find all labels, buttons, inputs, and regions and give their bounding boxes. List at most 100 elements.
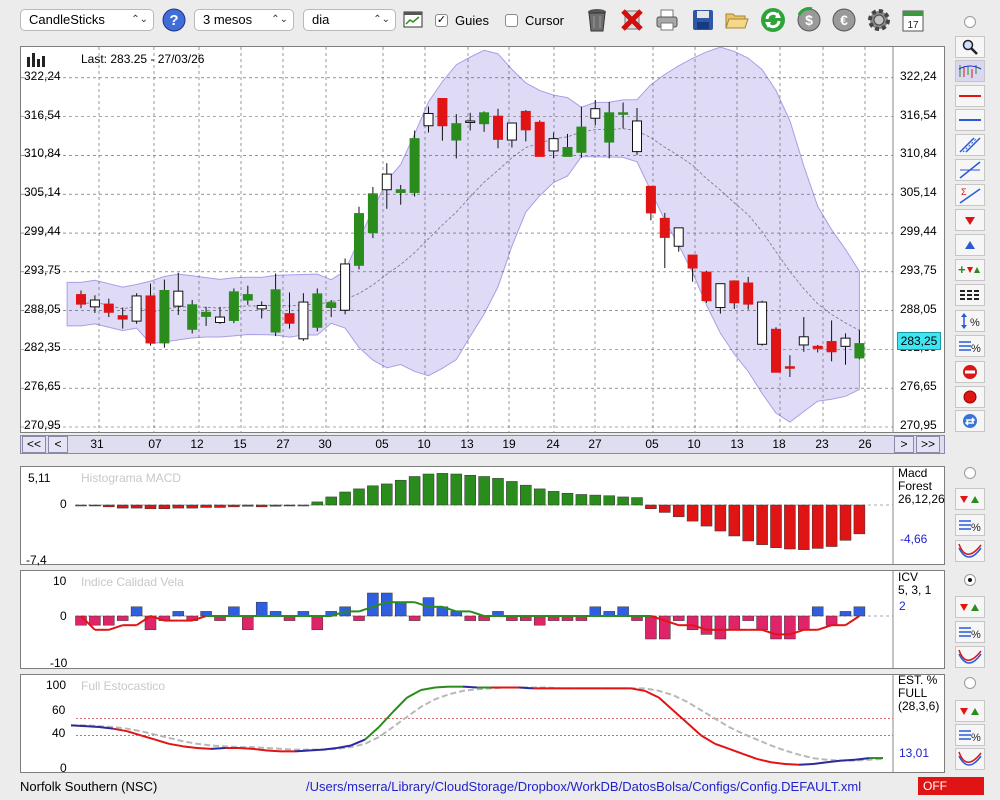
svg-text:€: € [840,12,848,28]
arrow-up-blue-icon [965,241,975,249]
horizontal-line-red-icon [959,95,981,97]
panel-radio-main[interactable] [964,16,976,28]
icv-panel[interactable]: Indice Calidad Vela [20,570,945,669]
candle-body [840,337,851,347]
window-chart-icon [403,11,423,28]
candlestick [840,333,851,365]
candlestick [757,300,768,346]
candle-body [326,302,337,309]
candlestick [854,329,865,360]
price-ytick-right: 293,75 [900,262,937,277]
chevron-updown-icon: ⌃⌄ [131,14,148,25]
candlestick [798,317,809,352]
icv-signal-segment [650,615,666,622]
add-signal-button[interactable]: + [955,259,985,281]
candle-body [89,299,100,308]
icv-signals-button[interactable] [955,596,985,618]
stoch-curve-button[interactable] [955,748,985,770]
macd-signals-button[interactable] [955,488,985,510]
guides-checkbox[interactable]: ✓ [435,14,448,27]
stop-button[interactable] [955,361,985,383]
candle-body [854,343,865,359]
range-percent-button[interactable]: % [955,310,985,332]
candlestick [270,273,281,337]
print-button[interactable] [654,6,680,34]
bollinger-button[interactable] [955,60,985,82]
euro-button[interactable]: € [831,6,857,34]
period-select[interactable]: 3 mesos ⌃⌄ [194,9,294,31]
icv-percent-button[interactable]: % [955,621,985,643]
icv-ytick-zero: 0 [60,609,67,623]
icv-value: 2 [899,599,906,613]
macd-bar [200,504,212,508]
nav-prev-button[interactable]: < [48,436,68,453]
open-folder-button[interactable] [724,6,750,34]
candle-body [687,254,698,269]
macd-bar [589,494,602,506]
trendline-button[interactable] [955,159,985,181]
arrow-up-button[interactable] [955,234,985,256]
candlestick [409,130,420,197]
lines-button[interactable] [955,284,985,306]
stoch-k-segment [812,761,828,765]
trash-button[interactable] [584,6,610,34]
macd-panel[interactable]: Histograma MACD [20,466,945,565]
window-button[interactable] [400,6,426,34]
status-off-badge[interactable]: OFF [918,777,984,795]
panel-radio-macd[interactable] [964,467,976,479]
chart-type-select[interactable]: CandleSticks ⌃⌄ [20,9,154,31]
sync-dollar-button[interactable]: $ [796,6,822,34]
cursor-label: Cursor [525,13,565,28]
time-navigator[interactable] [20,435,945,454]
sigma-line-icon: Σ [959,187,981,204]
macd-bar [464,474,476,506]
macd-bar [353,488,365,506]
icv-signal-segment [358,605,374,613]
horizontal-line-blue-button[interactable] [955,109,985,131]
macd-curve-button[interactable] [955,540,985,562]
delete-button[interactable] [619,6,645,34]
stoch-panel[interactable]: Full Estocastico [20,674,945,773]
record-button[interactable] [955,386,985,408]
interval-select[interactable]: dia ⌃⌄ [303,9,396,31]
candle-body [159,289,170,344]
macd-bar [130,504,143,509]
svg-text:%: % [971,522,981,533]
panel-radio-icv[interactable] [964,574,976,586]
save-button[interactable] [690,6,716,34]
horizontal-line-red-button[interactable] [955,85,985,107]
macd-percent-button[interactable]: % [955,514,985,536]
help-button[interactable]: ? [161,6,187,34]
stoch-signals-button[interactable] [955,700,985,722]
channel-button[interactable] [955,134,985,156]
stoch-percent-button[interactable]: % [955,724,985,746]
lines-percent-button[interactable]: % [955,335,985,357]
macd-bar [798,504,810,550]
svg-text:+: + [958,263,966,277]
price-panel[interactable]: Last: 283.25 - 27/03/26 [20,46,945,433]
panel-radio-stoch[interactable] [964,677,976,689]
candlestick [673,227,684,252]
swap-button[interactable] [955,410,985,432]
candle-body [354,213,364,266]
icv-curve-button[interactable] [955,646,985,668]
date-tick: 18 [772,437,786,451]
config-path-link[interactable]: /Users/mserra/Library/CloudStorage/Dropb… [306,779,862,794]
calendar-button[interactable]: 17 [900,6,926,34]
arrow-down-button[interactable] [955,209,985,231]
icv-ytick-bottom: -10 [50,656,68,670]
refresh-button[interactable] [760,6,786,34]
horizontal-line-blue-icon [959,119,981,121]
nav-last-button[interactable]: >> [916,436,940,453]
nav-first-button[interactable]: << [22,436,46,453]
candle-body [117,315,128,320]
stoch-k-segment [392,696,408,713]
settings-button[interactable] [866,6,892,34]
price-ytick-left: 299,44 [24,224,61,239]
macd-ytick-top: 5,11 [28,471,51,485]
zoom-button[interactable] [955,36,985,58]
icv-bar [89,615,101,626]
cursor-checkbox[interactable] [505,14,518,27]
nav-next-button[interactable]: > [894,436,914,453]
sigma-line-button[interactable]: Σ [955,184,985,206]
